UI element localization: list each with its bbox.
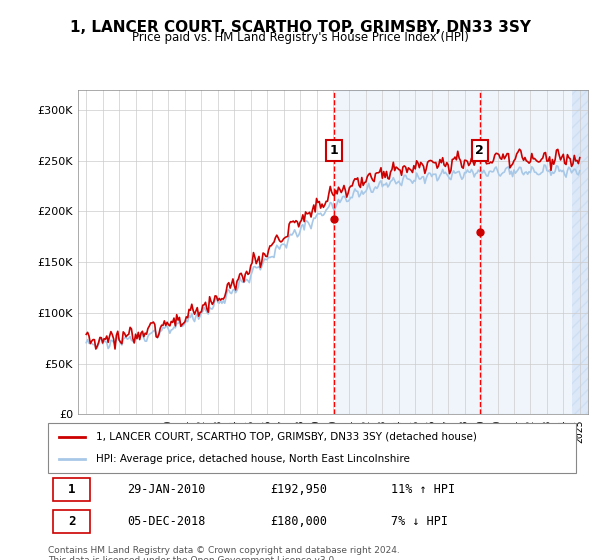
Text: 1: 1: [68, 483, 76, 496]
Text: HPI: Average price, detached house, North East Lincolnshire: HPI: Average price, detached house, Nort…: [95, 454, 409, 464]
Text: Price paid vs. HM Land Registry's House Price Index (HPI): Price paid vs. HM Land Registry's House …: [131, 31, 469, 44]
FancyBboxPatch shape: [53, 478, 90, 501]
FancyBboxPatch shape: [48, 423, 576, 473]
Text: 29-JAN-2010: 29-JAN-2010: [127, 483, 206, 496]
Text: 11% ↑ HPI: 11% ↑ HPI: [391, 483, 455, 496]
Text: £180,000: £180,000: [270, 515, 327, 528]
Text: 1, LANCER COURT, SCARTHO TOP, GRIMSBY, DN33 3SY: 1, LANCER COURT, SCARTHO TOP, GRIMSBY, D…: [70, 20, 530, 35]
Text: £192,950: £192,950: [270, 483, 327, 496]
Text: 2: 2: [68, 515, 76, 528]
Bar: [334, 90, 588, 414]
FancyBboxPatch shape: [53, 510, 90, 533]
Text: 2: 2: [475, 144, 484, 157]
Text: 7% ↓ HPI: 7% ↓ HPI: [391, 515, 448, 528]
Text: 1: 1: [330, 144, 338, 157]
Bar: [572, 90, 588, 414]
Text: Contains HM Land Registry data © Crown copyright and database right 2024.
This d: Contains HM Land Registry data © Crown c…: [48, 546, 400, 560]
Text: 1, LANCER COURT, SCARTHO TOP, GRIMSBY, DN33 3SY (detached house): 1, LANCER COURT, SCARTHO TOP, GRIMSBY, D…: [95, 432, 476, 442]
Text: 05-DEC-2018: 05-DEC-2018: [127, 515, 206, 528]
Bar: [78, 90, 334, 414]
